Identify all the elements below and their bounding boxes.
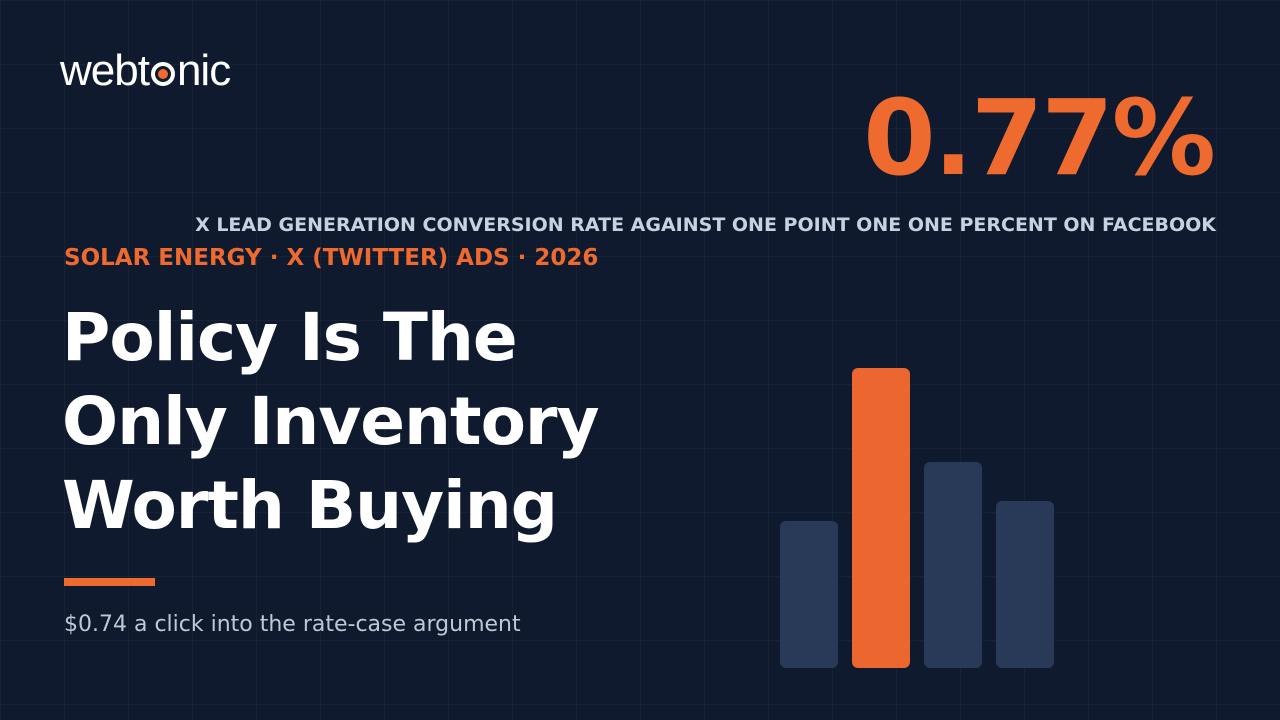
- kicker: SOLAR ENERGY · X (TWITTER) ADS · 2026: [64, 245, 599, 271]
- logo-text: webt: [60, 46, 150, 95]
- headline-line: Worth Buying: [62, 467, 558, 544]
- accent-rule: [64, 578, 155, 586]
- decorative-bars: [780, 368, 1054, 668]
- headline-line: Policy Is The: [62, 299, 518, 376]
- stat-caption: X LEAD GENERATION CONVERSION RATE AGAINS…: [195, 214, 1216, 236]
- stat-value: 0.77%: [863, 77, 1216, 199]
- logo-text: nic: [176, 46, 231, 95]
- headline: Policy Is The Only Inventory Worth Buyin…: [62, 296, 599, 548]
- bar: [924, 462, 982, 668]
- logo-mark: [150, 62, 175, 86]
- bar: [852, 368, 910, 668]
- headline-line: Only Inventory: [62, 383, 599, 460]
- subtitle: $0.74 a click into the rate-case argumen…: [64, 612, 521, 637]
- bar: [780, 521, 838, 668]
- bar: [996, 501, 1054, 668]
- logo: webt nic: [60, 46, 231, 96]
